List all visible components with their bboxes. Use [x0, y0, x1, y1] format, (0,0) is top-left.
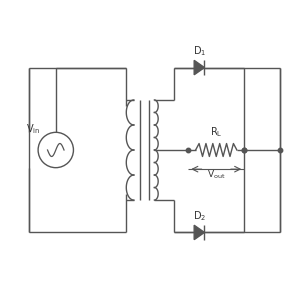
Text: V$_{\mathrm{in}}$: V$_{\mathrm{in}}$	[26, 122, 41, 136]
Text: D$_1$: D$_1$	[193, 44, 206, 58]
Polygon shape	[194, 60, 205, 75]
Text: V$_{\mathrm{out}}$: V$_{\mathrm{out}}$	[207, 169, 226, 182]
Text: R$_\mathrm{L}$: R$_\mathrm{L}$	[210, 125, 223, 139]
Text: D$_2$: D$_2$	[193, 209, 206, 223]
Polygon shape	[194, 225, 205, 240]
